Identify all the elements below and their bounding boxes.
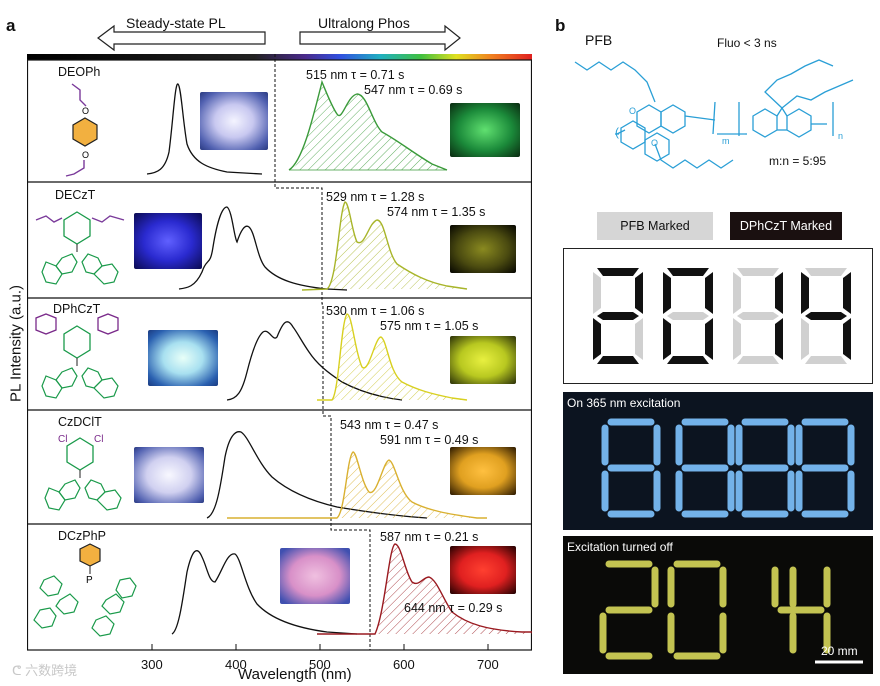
photo-deczt-steady: [134, 213, 202, 269]
photo1-caption: On 365 nm excitation: [567, 396, 681, 410]
spectra-chart: [27, 52, 532, 651]
arrow-label-ultralong-phos: Ultralong Phos: [318, 15, 410, 31]
svg-text:Cl: Cl: [94, 434, 103, 445]
legend-dphczt-marked: DPhCzT Marked: [730, 212, 842, 240]
x-tick-600: 600: [393, 657, 415, 672]
peak1-czdclt: 543 nm τ = 0.47 s: [340, 418, 439, 432]
svg-text:(: (: [615, 125, 619, 139]
x-axis-title: Wavelength (nm): [238, 666, 352, 683]
photo-czdclt-steady: [134, 447, 204, 503]
photo-deoph-phos: [450, 103, 520, 157]
photo2-caption: Excitation turned off: [567, 540, 673, 554]
svg-text:O: O: [82, 106, 89, 116]
svg-text:Cl: Cl: [58, 434, 67, 445]
pfb-structure-diagram: O O (: [574, 59, 854, 169]
svg-text:O: O: [629, 106, 636, 116]
watermark-logo: ᕦ 六数跨境: [12, 660, 77, 679]
panel-a-letter: a: [6, 16, 16, 35]
watermark-text: 六数跨境: [25, 663, 78, 678]
peak2-deczt: 574 nm τ = 1.35 s: [387, 205, 486, 219]
subscript-m: m: [722, 136, 730, 146]
molecule-dphczt-icon: [35, 313, 119, 399]
x-tick-400: 400: [225, 657, 247, 672]
svg-text:O: O: [82, 150, 89, 160]
peak2-dczphp: 644 nm τ = 0.29 s: [404, 601, 503, 615]
peak2-deoph: 547 nm τ = 0.69 s: [364, 83, 463, 97]
y-axis-title: PL Intensity (a.u.): [7, 285, 25, 402]
peak1-dczphp: 587 nm τ = 0.21 s: [380, 530, 479, 544]
molecule-czdclt-icon: Cl Cl: [44, 434, 122, 511]
subscript-n: n: [838, 131, 844, 141]
arrow-label-steady-state: Steady-state PL: [126, 15, 226, 31]
x-tick-300: 300: [141, 657, 163, 672]
polymer-name: PFB: [585, 32, 613, 48]
photo-deoph-steady: [200, 92, 268, 150]
photo-deczt-phos: [450, 225, 516, 273]
photo-dphczt-steady: [148, 330, 218, 386]
scale-bar-label: 20 mm: [821, 644, 858, 658]
seven-segment-display: [563, 248, 873, 384]
watermark-symbol-icon: ᕦ: [12, 663, 22, 678]
peak1-deczt: 529 nm τ = 1.28 s: [326, 190, 425, 204]
photo-dczphp-phos: [450, 546, 516, 594]
compound-name-dphczt: DPhCzT: [53, 302, 101, 316]
compound-name-deoph: DEOPh: [58, 65, 101, 79]
photo-excitation-on: On 365 nm excitation: [563, 392, 873, 530]
legend-pfb-marked: PFB Marked: [597, 212, 713, 240]
svg-text:P: P: [86, 575, 93, 586]
photo-excitation-off: Excitation turned off 20 mm: [563, 536, 873, 674]
peak2-dphczt: 575 nm τ = 1.05 s: [380, 319, 479, 333]
molecule-deoph-icon: O O: [65, 83, 98, 177]
compound-name-dczphp: DCzPhP: [58, 529, 106, 543]
x-tick-500: 500: [309, 657, 331, 672]
compound-name-deczt: DECzT: [55, 188, 96, 202]
photo-dphczt-phos: [450, 336, 516, 384]
panel-b-letter: b: [555, 16, 566, 35]
photo-czdclt-phos: [450, 447, 516, 495]
svg-text:O: O: [651, 138, 658, 148]
fluo-note: Fluo < 3 ns: [717, 36, 777, 50]
photo-dczphp-steady: [280, 548, 350, 604]
peak1-deoph: 515 nm τ = 0.71 s: [306, 68, 405, 82]
peak2-czdclt: 591 nm τ = 0.49 s: [380, 433, 479, 447]
molecule-deczt-icon: [35, 211, 125, 285]
header-arrows: [97, 24, 461, 52]
compound-name-czdclt: CzDClT: [58, 415, 102, 429]
peak1-dphczt: 530 nm τ = 1.06 s: [326, 304, 425, 318]
ratio-label: m:n = 5:95: [769, 154, 827, 168]
x-tick-700: 700: [477, 657, 499, 672]
molecule-dczphp-icon: P: [33, 543, 137, 637]
